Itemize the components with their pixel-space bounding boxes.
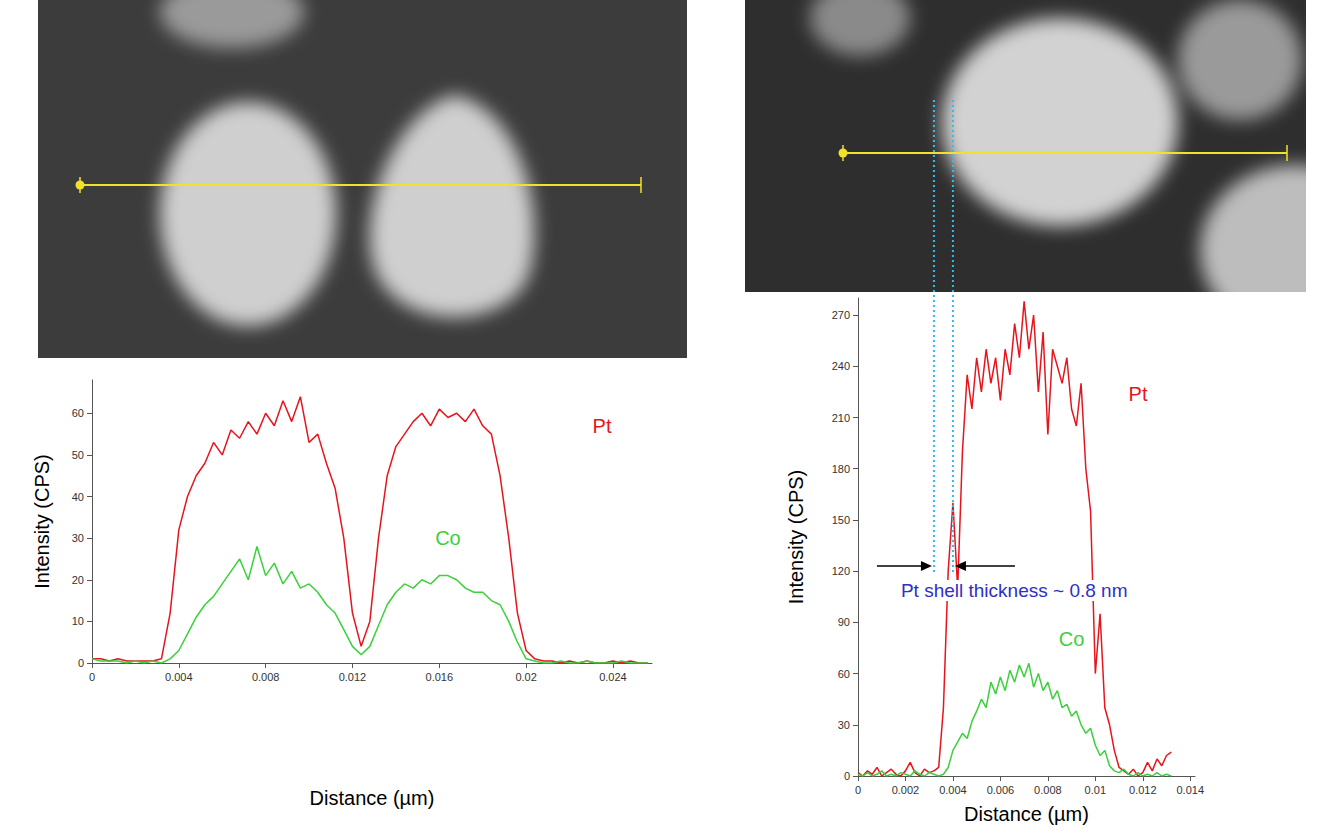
- svg-text:0: 0: [89, 671, 95, 683]
- svg-text:0.014: 0.014: [1176, 784, 1204, 796]
- svg-text:0.008: 0.008: [252, 671, 280, 683]
- svg-text:10: 10: [72, 615, 84, 627]
- svg-text:0: 0: [78, 657, 84, 669]
- svg-text:Intensity (CPS): Intensity (CPS): [785, 470, 807, 604]
- svg-text:270: 270: [832, 309, 850, 321]
- svg-text:0.012: 0.012: [339, 671, 367, 683]
- svg-text:Distance (µm): Distance (µm): [964, 803, 1089, 825]
- svg-text:60: 60: [72, 407, 84, 419]
- svg-text:210: 210: [832, 412, 850, 424]
- svg-text:50: 50: [72, 449, 84, 461]
- svg-text:Distance (µm): Distance (µm): [310, 787, 435, 809]
- svg-text:20: 20: [72, 574, 84, 586]
- svg-text:0.01: 0.01: [1085, 784, 1106, 796]
- svg-text:0.02: 0.02: [515, 671, 536, 683]
- svg-text:150: 150: [832, 514, 850, 526]
- svg-text:Intensity (CPS): Intensity (CPS): [31, 454, 53, 588]
- svg-text:0.016: 0.016: [426, 671, 454, 683]
- svg-text:0.004: 0.004: [939, 784, 967, 796]
- svg-text:Co: Co: [1059, 628, 1085, 650]
- svg-text:0.008: 0.008: [1034, 784, 1062, 796]
- svg-text:Pt shell thickness ~ 0.8 nm: Pt shell thickness ~ 0.8 nm: [901, 580, 1128, 601]
- svg-text:Pt: Pt: [1129, 383, 1148, 405]
- svg-text:0: 0: [844, 770, 850, 782]
- svg-text:Co: Co: [435, 527, 461, 549]
- svg-text:0.024: 0.024: [599, 671, 627, 683]
- svg-text:30: 30: [838, 719, 850, 731]
- svg-text:60: 60: [838, 668, 850, 680]
- svg-text:Pt: Pt: [593, 415, 612, 437]
- svg-text:120: 120: [832, 565, 850, 577]
- svg-text:0.004: 0.004: [165, 671, 193, 683]
- svg-text:240: 240: [832, 360, 850, 372]
- svg-text:0: 0: [855, 784, 861, 796]
- svg-text:0.002: 0.002: [892, 784, 920, 796]
- svg-text:0.006: 0.006: [987, 784, 1015, 796]
- svg-text:40: 40: [72, 491, 84, 503]
- svg-text:30: 30: [72, 532, 84, 544]
- svg-text:90: 90: [838, 616, 850, 628]
- svg-text:0.012: 0.012: [1129, 784, 1157, 796]
- svg-text:180: 180: [832, 463, 850, 475]
